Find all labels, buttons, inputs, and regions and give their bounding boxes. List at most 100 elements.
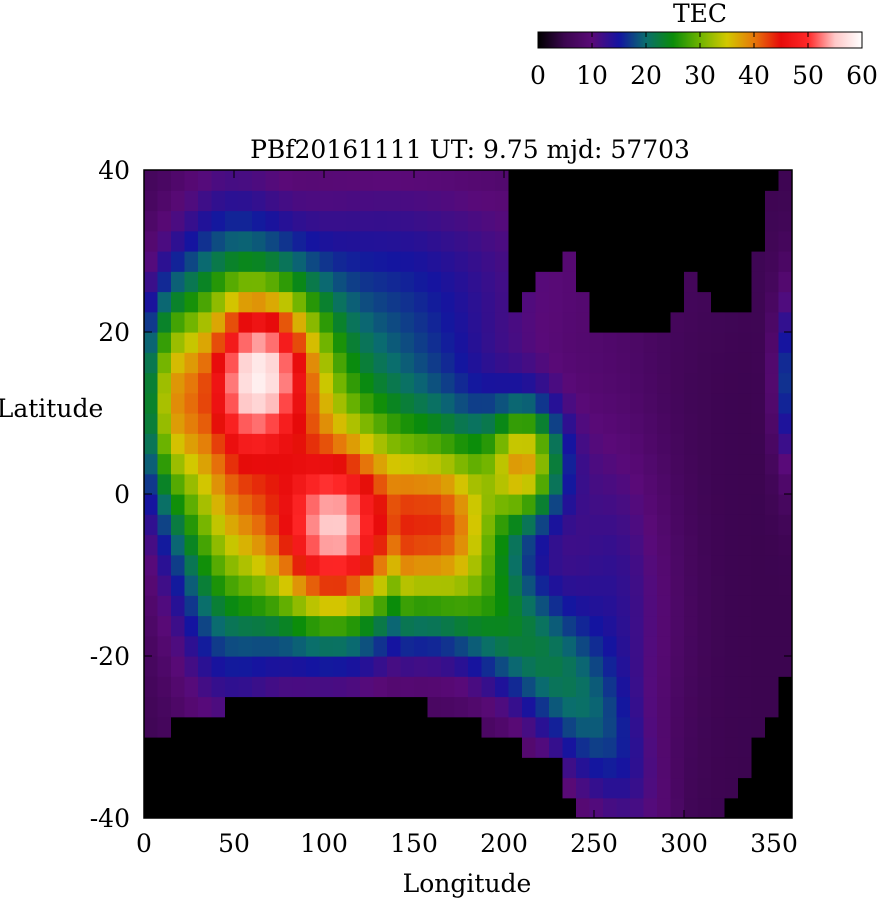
heatmap-cell <box>171 453 186 475</box>
heatmap-cell <box>508 190 523 212</box>
heatmap-cell <box>751 656 766 677</box>
heatmap-cell <box>576 413 591 434</box>
heatmap-cell <box>522 372 537 394</box>
heatmap-cell <box>238 656 253 677</box>
heatmap-cell <box>373 716 388 738</box>
heatmap-cell <box>738 737 753 758</box>
heatmap-cell <box>724 514 739 536</box>
heatmap-cell <box>765 554 780 576</box>
heatmap-cell <box>481 473 496 495</box>
heatmap-cell <box>670 575 685 596</box>
heatmap-cell <box>171 433 186 455</box>
heatmap-cell <box>589 271 604 293</box>
heatmap-cell <box>427 797 442 818</box>
heatmap-cell <box>454 554 469 576</box>
heatmap-cell <box>616 534 631 556</box>
heatmap-cell <box>333 554 348 576</box>
heatmap-cell <box>481 716 496 738</box>
heatmap-cell <box>508 534 523 556</box>
heatmap-cell <box>184 656 199 677</box>
heatmap-cell <box>387 737 402 758</box>
heatmap-cell <box>603 332 618 353</box>
heatmap-cell <box>670 676 685 698</box>
heatmap-cell <box>319 190 334 212</box>
heatmap-cell <box>630 210 645 232</box>
heatmap-cell <box>562 494 577 515</box>
heatmap-cell <box>508 716 523 738</box>
heatmap-cell <box>360 170 375 191</box>
heatmap-cell <box>279 534 294 556</box>
heatmap-cell <box>265 352 280 374</box>
heatmap-cell <box>481 453 496 475</box>
heatmap-cell <box>684 656 699 677</box>
heatmap-cell <box>549 757 564 779</box>
heatmap-cell <box>522 554 537 576</box>
heatmap-cell <box>252 473 267 495</box>
heatmap-cell <box>535 615 550 637</box>
heatmap-cell <box>427 251 442 272</box>
heatmap-cell <box>198 372 213 394</box>
heatmap-cell <box>441 473 456 495</box>
heatmap-cell <box>765 575 780 596</box>
heatmap-cell <box>630 797 645 818</box>
heatmap-cell <box>576 534 591 556</box>
heatmap-cell <box>373 534 388 556</box>
heatmap-cell <box>481 230 496 252</box>
heatmap-cell <box>738 514 753 536</box>
heatmap-cell <box>225 534 240 556</box>
heatmap-cell <box>346 392 361 414</box>
heatmap-cell <box>238 453 253 475</box>
heatmap-cell <box>576 210 591 232</box>
heatmap-cell <box>724 413 739 434</box>
heatmap-cell <box>562 190 577 212</box>
heatmap-cell <box>144 737 159 758</box>
heatmap-cell <box>319 635 334 657</box>
heatmap-cell <box>603 291 618 313</box>
heatmap-cell <box>414 534 429 556</box>
heatmap-cell <box>414 271 429 293</box>
heatmap-cell <box>157 635 172 657</box>
heatmap-cell <box>576 656 591 677</box>
heatmap-cell <box>697 352 712 374</box>
heatmap-cell <box>360 696 375 718</box>
heatmap-cell <box>171 676 186 698</box>
heatmap-cell <box>495 271 510 293</box>
heatmap-cell <box>778 413 792 434</box>
heatmap-cell <box>576 777 591 799</box>
heatmap-cell <box>279 473 294 495</box>
heatmap-cell <box>589 575 604 596</box>
heatmap-cell <box>589 797 604 818</box>
heatmap-cell <box>346 210 361 232</box>
heatmap-cell <box>157 372 172 394</box>
heatmap-cell <box>724 473 739 495</box>
heatmap-cell <box>684 676 699 698</box>
heatmap-cell <box>360 190 375 212</box>
heatmap-cell <box>481 392 496 414</box>
x-tick-label: 200 <box>480 829 528 858</box>
heatmap-cell <box>225 251 240 272</box>
heatmap-cell <box>576 372 591 394</box>
heatmap-cell <box>535 251 550 272</box>
heatmap-cell <box>684 514 699 536</box>
heatmap-cell <box>400 170 415 191</box>
heatmap-cell <box>373 230 388 252</box>
heatmap-cell <box>670 291 685 313</box>
heatmap-cell <box>765 210 780 232</box>
heatmap-cell <box>144 514 159 536</box>
heatmap-cell <box>427 554 442 576</box>
heatmap-cell <box>414 676 429 698</box>
heatmap-cell <box>400 230 415 252</box>
heatmap-cell <box>562 433 577 455</box>
heatmap-cell <box>454 737 469 758</box>
heatmap-cell <box>265 737 280 758</box>
heatmap-cell <box>265 251 280 272</box>
heatmap-cell <box>724 716 739 738</box>
heatmap-cell <box>292 676 307 698</box>
heatmap-cell <box>373 210 388 232</box>
heatmap-cell <box>238 615 253 637</box>
heatmap-cell <box>306 352 321 374</box>
heatmap-cell <box>225 554 240 576</box>
heatmap-cell <box>184 291 199 313</box>
heatmap-cell <box>697 291 712 313</box>
heatmap-cell <box>198 392 213 414</box>
